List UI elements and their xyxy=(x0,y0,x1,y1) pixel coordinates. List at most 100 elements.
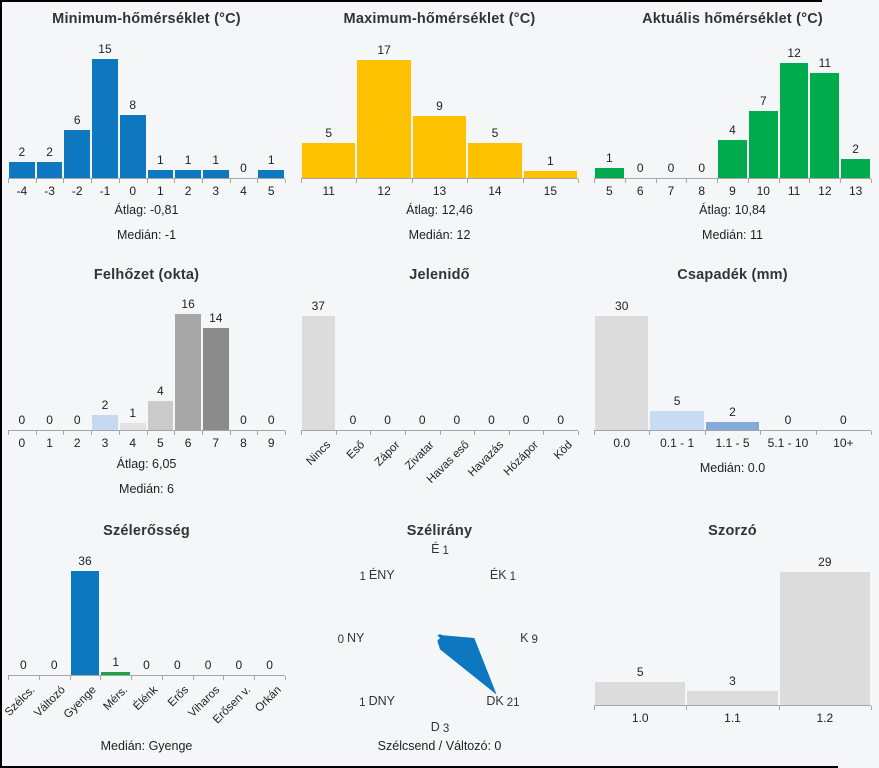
x-tick-label: 13 xyxy=(432,184,447,198)
axis-tick xyxy=(147,179,148,183)
axis-tick xyxy=(193,676,194,680)
bar-slot: 0 xyxy=(230,42,258,178)
axis-tick xyxy=(760,431,761,435)
x-axis-labels: 0.0 0.1 - 1 1.1 - 5 5.1 - 10 10+ xyxy=(594,436,871,450)
bar-value-label: 1 xyxy=(184,153,192,167)
bar-slot: 0 xyxy=(760,299,815,430)
axis-tick xyxy=(748,179,749,183)
bar-slot: 11 xyxy=(809,46,840,178)
axis-tick xyxy=(301,431,302,435)
x-axis-labels: 0 1 2 3 4 5 6 7 8 9 xyxy=(8,436,285,450)
x-tick-label: 15 xyxy=(543,184,557,198)
bar-slot: 1 xyxy=(257,42,285,178)
axis-tick xyxy=(254,676,255,680)
wind-rose-plot: É 1 ÉK 1 K 9 DK 21 D 3 1 DNY 0 NY 1 ÉNY xyxy=(293,512,586,768)
median-label: Medián: 6 xyxy=(119,482,174,496)
window-border-bottom xyxy=(0,766,838,768)
chart-stats: Átlag: 10,84 Medián: 11 xyxy=(586,198,879,248)
bar-value-label: 8 xyxy=(129,98,136,112)
bar-slot: 15 xyxy=(91,42,119,178)
bar-plot: 5 17 9 5 1 xyxy=(301,43,578,179)
bar-value-label: 0 xyxy=(667,161,675,175)
wind-direction-name: NY xyxy=(347,631,365,645)
x-axis-labels: 1.0 1.1 1.2 xyxy=(594,711,871,725)
bar-value-label: 0 xyxy=(349,413,357,427)
bar xyxy=(841,159,871,178)
bar-slot: 5 xyxy=(467,43,522,178)
axis-tick xyxy=(625,179,626,183)
wind-direction-label: 1 DNY xyxy=(359,693,395,709)
axis-tick xyxy=(131,676,132,680)
x-tick-label: 1.2 xyxy=(816,711,834,725)
bar-value-label: 1 xyxy=(546,154,554,168)
axis-tick xyxy=(705,431,706,435)
bar xyxy=(36,162,63,178)
axis-tick xyxy=(174,431,175,435)
bar xyxy=(202,328,229,430)
bar-slot: 0 xyxy=(405,299,440,430)
bar xyxy=(175,314,201,430)
bar-slot: 0 xyxy=(131,554,162,675)
bar-value-label: 0 xyxy=(240,161,247,175)
axis-tick xyxy=(119,431,120,435)
bar xyxy=(357,60,411,178)
axis-tick xyxy=(8,676,9,680)
bar-slot: 4 xyxy=(717,46,748,178)
wind-direction-count: 1 xyxy=(509,571,516,584)
bar-slot: 2 xyxy=(91,297,119,430)
bar-slot: 0 xyxy=(686,46,717,178)
chart-present-weather: Jelenidő 37 0 0 0 0 0 0 0 Nincs Eső Zápor Zivatar H… xyxy=(293,256,586,512)
x-tick-label: 12 xyxy=(818,184,832,198)
chart-stats: Átlag: 12,46 Medián: 12 xyxy=(293,198,586,248)
bar-value-label: 0 xyxy=(557,413,565,427)
bar-slot: 0 xyxy=(257,297,285,430)
bar-value-label: 2 xyxy=(852,142,859,156)
axis-tick xyxy=(779,706,780,710)
axis-tick xyxy=(119,179,120,183)
x-tick-label: 4 xyxy=(129,436,136,450)
bar-slot: 0 xyxy=(509,299,544,430)
x-tick-label: Eső xyxy=(345,439,368,462)
bar-slot: 1 xyxy=(100,554,131,675)
axis-ticks xyxy=(301,179,579,184)
axis-tick xyxy=(440,431,441,435)
bar-value-label: 0 xyxy=(173,658,181,672)
x-tick-label: 12 xyxy=(377,184,391,198)
bar-value-label: 5 xyxy=(673,394,681,408)
x-tick-label: 10+ xyxy=(833,436,854,450)
wind-direction-count: 9 xyxy=(531,634,538,646)
bar-value-label: 0 xyxy=(73,413,81,427)
x-tick-label: 1.1 - 5 xyxy=(715,436,750,450)
bar-value-label: 0 xyxy=(418,413,426,427)
axis-tick xyxy=(779,179,780,183)
axis-tick xyxy=(686,706,687,710)
bar-value-label: 0 xyxy=(240,413,247,427)
x-tick-label: 1 xyxy=(46,436,53,450)
bar-slot: 8 xyxy=(119,42,147,178)
wind-direction-count: 1 xyxy=(359,696,366,709)
axis-tick xyxy=(594,431,595,435)
bar xyxy=(687,691,778,705)
median-label: Medián: 0.0 xyxy=(699,461,766,475)
x-tick-label: Élénk xyxy=(131,684,161,713)
bar-slot: 1 xyxy=(147,42,175,178)
wind-direction-label: 1 ÉNY xyxy=(360,568,395,583)
x-tick-label: 4 xyxy=(240,184,247,198)
bar-value-label: 29 xyxy=(818,555,832,569)
bar-slot: 5 xyxy=(594,555,686,705)
bar-value-label: 0 xyxy=(143,658,150,672)
x-tick-label: 2 xyxy=(184,184,192,198)
bar-value-label: 0 xyxy=(204,658,212,672)
median-label: Medián: 11 xyxy=(702,228,763,242)
bar-slot: 9 xyxy=(412,43,467,178)
wind-direction-name: DNY xyxy=(368,693,395,708)
bar-value-label: 4 xyxy=(157,384,164,398)
bar-slot: 0 xyxy=(63,297,91,430)
chart-title: Szorzó xyxy=(708,523,757,539)
x-tick-label: 0 xyxy=(18,436,26,450)
axis-tick xyxy=(39,676,40,680)
axis-ticks xyxy=(8,431,286,436)
x-tick-label: 0 xyxy=(129,184,136,198)
